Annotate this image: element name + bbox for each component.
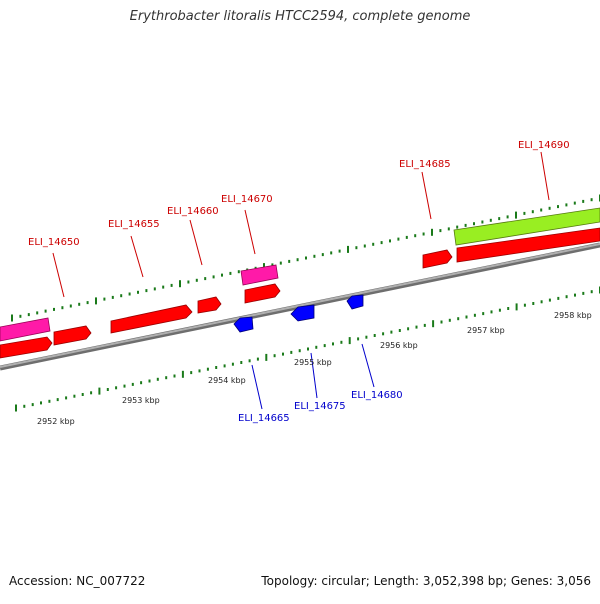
scale-label: 2958 kbp (554, 311, 592, 320)
pink-genes (0, 264, 279, 342)
gene-arrow-forward[interactable] (456, 227, 600, 263)
gene-label-eli-14660[interactable]: ELI_14660 (167, 206, 219, 217)
gene-arrow-forward[interactable] (244, 283, 281, 304)
gene-arrow-reverse[interactable] (233, 316, 254, 333)
scale-label: 2952 kbp (37, 417, 75, 426)
forward-genes (0, 227, 600, 359)
callout-line (361, 343, 375, 388)
callout-line (130, 235, 144, 278)
callout-line (310, 352, 318, 399)
callout-line (540, 151, 550, 201)
accession-text: Accession: NC_007722 (9, 574, 146, 588)
callout-line (421, 171, 432, 220)
gene-label-eli-14690[interactable]: ELI_14690 (518, 140, 570, 151)
upper-tick-track (11, 194, 600, 322)
lower-tick-track (15, 286, 600, 412)
gene-arrow-green[interactable] (453, 207, 600, 246)
scale-label: 2954 kbp (208, 376, 246, 385)
gene-arrow-reverse[interactable] (290, 304, 315, 322)
genome-summary-text: Topology: circular; Length: 3,052,398 bp… (261, 574, 591, 588)
scale-labels: 2952 kbp 2953 kbp 2954 kbp 2955 kbp 2956… (37, 311, 592, 426)
gene-arrow-reverse[interactable] (346, 294, 364, 310)
scale-label: 2957 kbp (467, 326, 505, 335)
gene-arrow-pink[interactable] (240, 264, 279, 286)
callout-line (189, 219, 203, 266)
gene-label-eli-14665[interactable]: ELI_14665 (238, 413, 290, 424)
gene-arrow-forward[interactable] (422, 249, 453, 269)
scale-label: 2956 kbp (380, 341, 418, 350)
scale-label: 2955 kbp (294, 358, 332, 367)
gene-label-eli-14655[interactable]: ELI_14655 (108, 219, 160, 230)
callout-line (244, 209, 256, 255)
gene-labels: ELI_14650 ELI_14655 ELI_14660 ELI_14670 … (28, 140, 570, 424)
gene-arrow-forward[interactable] (0, 336, 53, 359)
callout-line (251, 364, 263, 410)
gene-arrow-forward[interactable] (197, 296, 222, 314)
scale-label: 2953 kbp (122, 396, 160, 405)
gene-label-eli-14650[interactable]: ELI_14650 (28, 237, 80, 248)
gene-arrow-forward[interactable] (53, 325, 92, 346)
gene-arrow-forward[interactable] (110, 304, 193, 334)
gene-label-eli-14670[interactable]: ELI_14670 (221, 194, 273, 205)
callout-lines (52, 151, 550, 410)
gene-arrow-pink[interactable] (0, 317, 51, 342)
reverse-genes (233, 294, 364, 333)
gene-label-eli-14680[interactable]: ELI_14680 (351, 390, 403, 401)
callout-line (52, 252, 65, 298)
gene-label-eli-14685[interactable]: ELI_14685 (399, 159, 451, 170)
genome-title: Erythrobacter litoralis HTCC2594, comple… (129, 9, 471, 24)
gene-label-eli-14675[interactable]: ELI_14675 (294, 401, 346, 412)
